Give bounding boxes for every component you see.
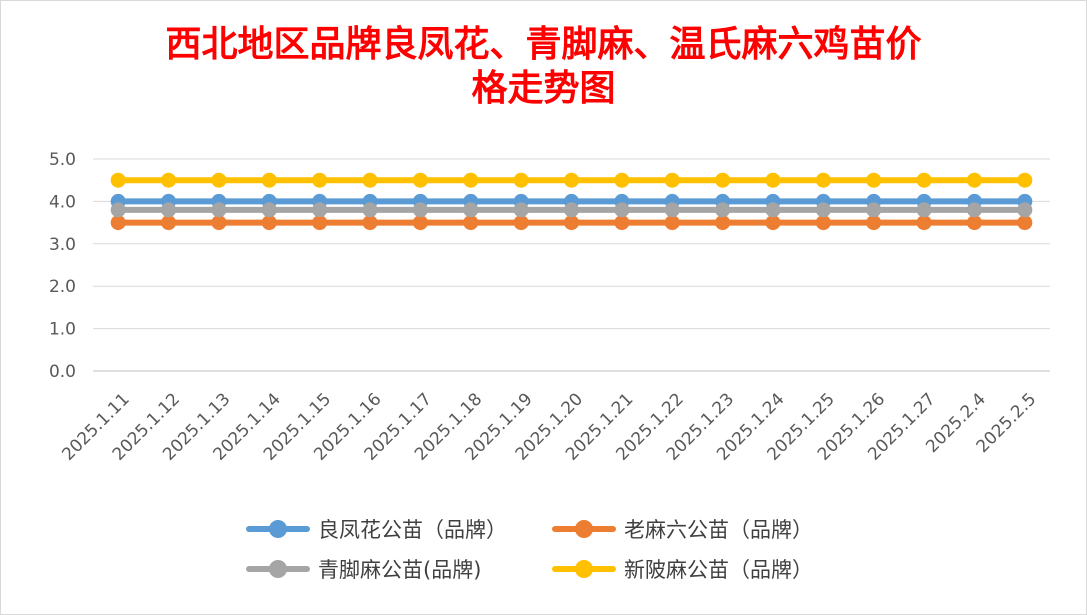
series-3-point (312, 172, 328, 188)
series-1-point (715, 215, 731, 231)
series-1-point (463, 215, 479, 231)
series-2-point (715, 202, 731, 218)
series-2-point (564, 202, 579, 218)
series-1-point (261, 215, 277, 231)
series-3-point (110, 172, 126, 188)
series-3-point (211, 172, 227, 188)
series-3-point (815, 172, 831, 188)
series-1-point (211, 215, 227, 231)
series-2-point (362, 202, 378, 218)
series-3-point (412, 172, 428, 188)
series-1-point (765, 215, 781, 231)
series-3-point (966, 172, 982, 188)
series-3-point (664, 172, 680, 188)
series-1-point (110, 215, 126, 231)
legend-label-laomaliu: 老麻六公苗（品牌） (624, 518, 813, 542)
legend-marker-qingjiaoma (246, 554, 310, 584)
series-3-point (261, 172, 277, 188)
series-2-point (614, 202, 630, 218)
series-2-point (110, 202, 126, 218)
chart-title: 西北地区品牌良凤花、青脚麻、温氏麻六鸡苗价 格走势图 (0, 22, 1087, 110)
series-3-point (513, 172, 529, 188)
series-3-point (765, 172, 781, 188)
chart-title-line-1: 西北地区品牌良凤花、青脚麻、温氏麻六鸡苗价 (165, 23, 922, 65)
legend-item-qingjiaoma: 青脚麻公苗(品牌) (246, 554, 481, 584)
legend: 良凤花公苗（品牌） 老麻六公苗（品牌） 青脚麻公苗(品牌) 新陂麻公苗（品牌） (0, 512, 1087, 592)
legend-label-xinbeima: 新陂麻公苗（品牌） (624, 558, 813, 582)
series-1-point (412, 215, 428, 231)
series-2-point (966, 202, 982, 218)
series-1-point (614, 215, 630, 231)
series-3-point (916, 172, 932, 188)
series-1-point (664, 215, 680, 231)
series-3-point (362, 172, 378, 188)
series-2-point (261, 202, 277, 218)
series-1-point (916, 215, 932, 231)
legend-label-qingjiaoma: 青脚麻公苗(品牌) (318, 558, 482, 582)
series-1-point (1017, 215, 1033, 231)
series-3-point (715, 172, 731, 188)
y-tick-label: 5.0 (49, 150, 76, 170)
legend-marker-laomaliu (552, 514, 616, 544)
legend-label-liangfenghua: 良凤花公苗（品牌） (318, 518, 507, 542)
series-2-point (1017, 202, 1033, 218)
legend-marker-liangfenghua (246, 514, 310, 544)
series-1-point (966, 215, 982, 231)
series-1-point (815, 215, 831, 231)
legend-item-xinbeima: 新陂麻公苗（品牌） (552, 554, 813, 584)
series-2-point (765, 202, 781, 218)
y-tick-label: 4.0 (49, 192, 76, 212)
series-3-point (564, 172, 579, 188)
legend-item-laomaliu: 老麻六公苗（品牌） (552, 514, 813, 544)
series-3-point (463, 172, 479, 188)
chart-title-line-2: 格走势图 (471, 67, 616, 109)
legend-marker-xinbeima (552, 554, 616, 584)
legend-item-liangfenghua: 良凤花公苗（品牌） (246, 514, 507, 544)
series-1-point (161, 215, 177, 231)
series-2-point (866, 202, 882, 218)
series-2-point (161, 202, 177, 218)
series-3-point (161, 172, 177, 188)
series-1-point (312, 215, 328, 231)
series-2-point (513, 202, 529, 218)
series-2-point (412, 202, 428, 218)
series-2-point (916, 202, 932, 218)
series-1-point (362, 215, 378, 231)
series-2-point (211, 202, 227, 218)
series-2-point (463, 202, 479, 218)
y-tick-label: 1.0 (49, 320, 76, 340)
series-3-point (614, 172, 630, 188)
series-2-point (815, 202, 831, 218)
series-1-point (513, 215, 529, 231)
series-2-point (312, 202, 328, 218)
y-tick-label: 3.0 (49, 235, 76, 255)
y-tick-label: 0.0 (49, 362, 76, 382)
series-1-point (564, 215, 579, 231)
series-1-point (866, 215, 882, 231)
y-tick-label: 2.0 (49, 277, 76, 297)
series-2-point (664, 202, 680, 218)
series-3-point (866, 172, 882, 188)
series-3-point (1017, 172, 1033, 188)
